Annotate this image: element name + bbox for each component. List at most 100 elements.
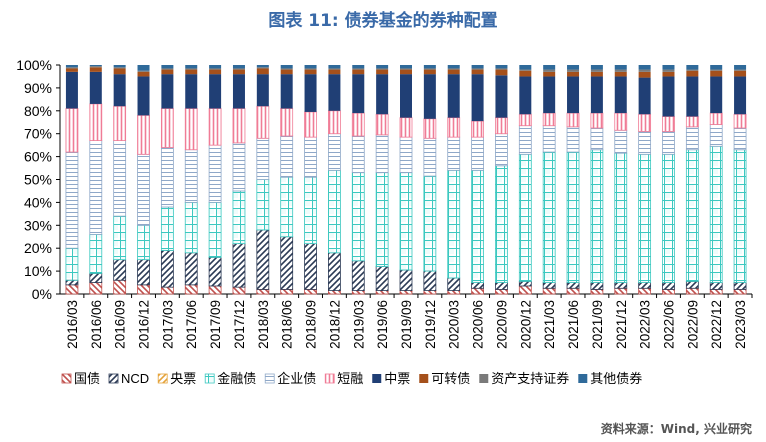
bar-segment-金融债 — [328, 169, 341, 254]
bar-segment-企业债 — [614, 129, 628, 154]
x-tick-label: 2019/06 — [375, 300, 390, 349]
bar-segment-NCD — [638, 282, 652, 289]
bar-segment-资产支持证券 — [423, 68, 436, 70]
legend-label: 中票 — [384, 371, 410, 386]
legend-item: 国债 — [61, 371, 100, 386]
bar-segment-金融债 — [423, 175, 437, 272]
legend-label: 央票 — [170, 371, 196, 386]
bar-segment-企业债 — [733, 127, 747, 151]
bar-segment-可转债 — [423, 69, 436, 75]
x-tick-label: 2022/03 — [638, 300, 653, 349]
x-tick-label: 2018/09 — [304, 300, 319, 349]
bar-segment-中票 — [447, 74, 460, 118]
bar-segment-其他债券 — [400, 65, 412, 69]
x-tick-label: 2016/06 — [89, 300, 104, 349]
bar-segment-中票 — [662, 76, 675, 117]
bar-segment-可转债 — [734, 70, 747, 77]
bar-segment-其他债券 — [304, 65, 317, 69]
bar-segment-NCD — [518, 281, 532, 287]
bar-segment-其他债券 — [567, 65, 580, 70]
legend-swatch — [204, 373, 215, 384]
bar-segment-其他债券 — [614, 65, 627, 70]
bar-segment-国债 — [423, 290, 437, 295]
x-tick-label: 2016/03 — [65, 300, 80, 349]
legend-item: 短融 — [324, 371, 363, 386]
bar-segment-国债 — [160, 286, 174, 295]
y-tick-label: 40% — [24, 194, 52, 210]
bar-segment-短融 — [351, 112, 365, 137]
legend-item: 央票 — [157, 371, 196, 386]
x-tick-label: 2019/09 — [399, 300, 414, 349]
bar-segment-国债 — [447, 290, 461, 295]
bar-segment-中票 — [232, 74, 245, 109]
bar-segment-短融 — [685, 116, 699, 128]
bar-segment-短融 — [447, 117, 461, 138]
bar-segment-其他债券 — [686, 65, 699, 70]
bar-segment-金融债 — [304, 176, 317, 245]
bar-segment-资产支持证券 — [662, 69, 675, 72]
bar-segment-可转债 — [161, 69, 174, 75]
bar-segment-中票 — [89, 71, 102, 104]
bar-segment-中票 — [65, 71, 78, 109]
y-tick-label: 80% — [24, 103, 52, 119]
bar-segment-国债 — [471, 287, 484, 295]
bar-segment-短融 — [709, 112, 723, 125]
bar-segment-NCD — [614, 282, 628, 289]
bar-segment-金融债 — [542, 151, 556, 283]
bar-segment-其他债券 — [328, 65, 341, 69]
bar-segment-金融债 — [685, 149, 699, 282]
x-tick-label: 2021/06 — [566, 300, 581, 349]
legend-swatch — [61, 373, 72, 384]
bar-segment-中票 — [590, 76, 603, 114]
x-tick-label: 2022/12 — [709, 300, 724, 349]
bar-segment-国债 — [685, 287, 699, 295]
bar-segment-短融 — [232, 108, 246, 144]
bar-segment-国债 — [566, 287, 580, 295]
bar-segment-短融 — [256, 105, 270, 139]
bar-segment-金融债 — [495, 165, 508, 283]
bar-segment-NCD — [160, 250, 174, 288]
legend-swatch — [264, 373, 275, 384]
bar-segment-国债 — [495, 289, 508, 295]
legend-item: 资产支持证券 — [479, 371, 569, 386]
legend-swatch — [479, 374, 489, 383]
bar-segment-资产支持证券 — [113, 67, 126, 69]
bar-segment-国债 — [208, 285, 222, 295]
bar-segment-中票 — [495, 75, 508, 118]
y-tick-label: 30% — [24, 217, 52, 233]
bar-segment-金融债 — [65, 247, 79, 281]
bar-segment-中票 — [638, 77, 651, 115]
x-tick-label: 2022/06 — [661, 300, 676, 349]
bar-segment-NCD — [328, 252, 341, 291]
bar-segment-企业债 — [638, 131, 652, 155]
bar-segment-短融 — [160, 108, 174, 148]
bar-segment-企业债 — [375, 134, 389, 174]
y-tick-label: 50% — [24, 172, 52, 188]
bar-segment-短融 — [328, 110, 341, 135]
bar-segment-国债 — [256, 289, 270, 295]
bar-segment-NCD — [208, 256, 222, 287]
bar-segment-资产支持证券 — [304, 68, 317, 70]
legend-item: 中票 — [372, 371, 410, 386]
bar-segment-NCD — [137, 259, 150, 286]
bar-segment-国债 — [184, 284, 198, 295]
bar-segment-NCD — [542, 282, 556, 289]
bar-segment-资产支持证券 — [185, 68, 198, 70]
bar-segment-可转债 — [590, 71, 603, 77]
y-tick-label: 100% — [16, 57, 52, 73]
chart-title: 图表 11: 债券基金的券种配置 — [268, 11, 498, 31]
bar-segment-资产支持证券 — [209, 68, 222, 70]
bar-segment-金融债 — [280, 176, 294, 238]
bar-segment-资产支持证券 — [471, 68, 484, 70]
bar-segment-国债 — [328, 290, 341, 295]
bar-segment-资产支持证券 — [590, 69, 603, 72]
bar-segment-可转债 — [638, 71, 651, 78]
bar-segment-金融债 — [137, 224, 150, 261]
bar-segment-金融债 — [208, 201, 222, 258]
bar-segment-可转债 — [113, 68, 126, 75]
bar-segment-企业债 — [447, 136, 461, 171]
bar-segment-企业债 — [351, 135, 365, 174]
legend-label: 企业债 — [277, 371, 316, 386]
bar-segment-其他债券 — [137, 65, 150, 71]
legend-label: 国债 — [74, 371, 100, 386]
